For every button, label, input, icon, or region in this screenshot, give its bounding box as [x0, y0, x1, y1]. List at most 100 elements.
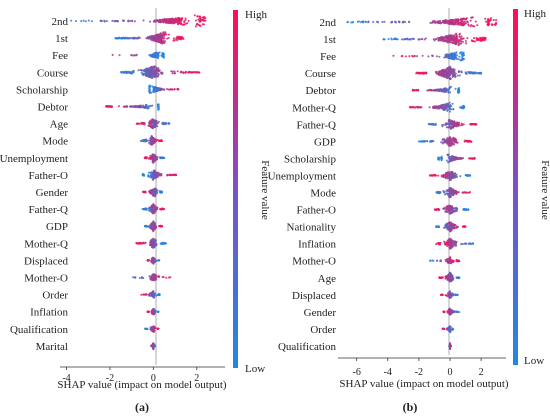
panel-b-point: [427, 55, 430, 58]
panel-b-feature-label: Father-O: [297, 205, 337, 217]
panel-b-point: [455, 191, 458, 194]
panel-b-point: [412, 89, 415, 92]
panel-b-point: [421, 54, 424, 57]
panel-a-point: [152, 91, 156, 94]
panel-b-point: [458, 35, 461, 38]
panel-a-point: [99, 19, 103, 22]
panel-b-point: [443, 107, 446, 110]
panel-b-point: [470, 39, 473, 42]
panel-a-swarm-Mother-Q: [135, 237, 167, 249]
panel-b-point: [469, 174, 472, 177]
panel-a-feature-label: 1st: [55, 33, 68, 45]
panel-b-point: [435, 259, 439, 262]
panel-a-point: [158, 293, 161, 296]
panel-b-point: [449, 208, 452, 211]
panel-a-point: [144, 208, 147, 211]
panel-a-swarm-Debtor: [105, 103, 160, 111]
panel-b-point: [455, 260, 458, 263]
panel-b-point: [467, 23, 470, 26]
panel-a-point: [142, 73, 145, 76]
panel-b-point: [439, 259, 442, 262]
panel-a-point: [155, 191, 158, 194]
panel-a-point: [156, 293, 159, 296]
panel-b-feature-label: 2nd: [320, 17, 337, 29]
panel-a-point: [184, 17, 187, 20]
panel-a-point: [155, 38, 158, 42]
panel-a-point: [155, 53, 158, 56]
panel-b-point: [451, 244, 454, 247]
panel-b-point: [450, 206, 453, 209]
panel-b-point: [448, 226, 452, 229]
panel-b-point: [451, 102, 454, 105]
panel-a-swarm-Age: [135, 118, 171, 130]
panel-a-point: [137, 69, 140, 72]
panel-b-point: [451, 240, 454, 243]
panel-b-point: [460, 70, 463, 73]
panel-b-point: [457, 70, 460, 73]
panel-a-point: [152, 54, 155, 57]
panel-b-point: [409, 38, 412, 41]
panel-a-point: [148, 294, 151, 297]
panel-b-point: [465, 42, 468, 45]
panel-a-point: [118, 36, 121, 39]
panel-b-point: [466, 20, 469, 23]
panel-a-point: [129, 19, 132, 23]
panel-b-point: [435, 107, 438, 110]
panel-b-point: [442, 36, 445, 39]
panel-b-swarm-Age: [438, 271, 461, 283]
panel-b-point: [439, 72, 442, 75]
panel-b-point: [461, 40, 464, 43]
panel-a-xlabel: SHAP value (impact on model output): [57, 379, 226, 391]
panel-a-point: [143, 122, 146, 125]
panel-a-point: [136, 105, 139, 108]
panel-a-point: [162, 35, 165, 38]
panel-a-feature-label: Mother-Q: [24, 238, 68, 250]
panel-a-point: [158, 51, 161, 54]
panel-b-point: [448, 244, 451, 247]
panel-a-point: [142, 19, 145, 22]
panel-b-point: [467, 140, 470, 143]
panel-b-point: [435, 55, 438, 58]
panel-b-swarm-Father-Q: [427, 118, 478, 130]
panel-a-colorbar-low: Low: [245, 363, 265, 375]
panel-a-point: [167, 88, 170, 91]
panel-a-point: [198, 24, 201, 27]
panel-a-point: [194, 71, 197, 74]
panel-b-point: [488, 19, 491, 22]
panel-b-point: [448, 56, 452, 59]
panel-b-point: [445, 139, 448, 143]
panel-a-point: [177, 17, 180, 20]
panel-b-point: [400, 38, 403, 41]
panel-a-point: [186, 22, 189, 25]
panel-a-point: [147, 139, 150, 142]
panel-b-point: [372, 20, 375, 23]
panel-a-point: [178, 38, 182, 41]
panel-a-point: [152, 259, 155, 262]
panel-b-point: [452, 143, 456, 146]
panel-a-point: [142, 140, 145, 143]
panel-b-point: [437, 209, 440, 212]
panel-b-feature-label: Qualification: [278, 341, 337, 353]
panel-b-point: [444, 89, 447, 92]
panel-b-point: [434, 122, 437, 125]
panel-b-point: [461, 24, 464, 27]
panel-a-point: [154, 327, 157, 330]
panel-a-point: [145, 106, 148, 109]
panel-b-point: [420, 106, 423, 109]
panel-a-point: [145, 69, 148, 72]
panel-a-point: [125, 105, 129, 108]
panel-b-point: [404, 20, 407, 24]
panel-b-point: [431, 89, 434, 92]
panel-a-point: [117, 105, 121, 108]
panel-b-point: [449, 178, 452, 181]
panel-a-point: [190, 71, 193, 74]
panel-a-point: [183, 23, 186, 26]
panel-b-point: [440, 174, 443, 177]
panel-b-point: [430, 140, 433, 143]
panel-a-point: [150, 311, 153, 314]
panel-b-point: [480, 38, 483, 41]
panel-a-point: [149, 141, 152, 144]
panel-a-point: [137, 242, 140, 245]
panel-a-point: [150, 53, 153, 56]
panel-b-feature-label: Fee: [320, 51, 336, 63]
